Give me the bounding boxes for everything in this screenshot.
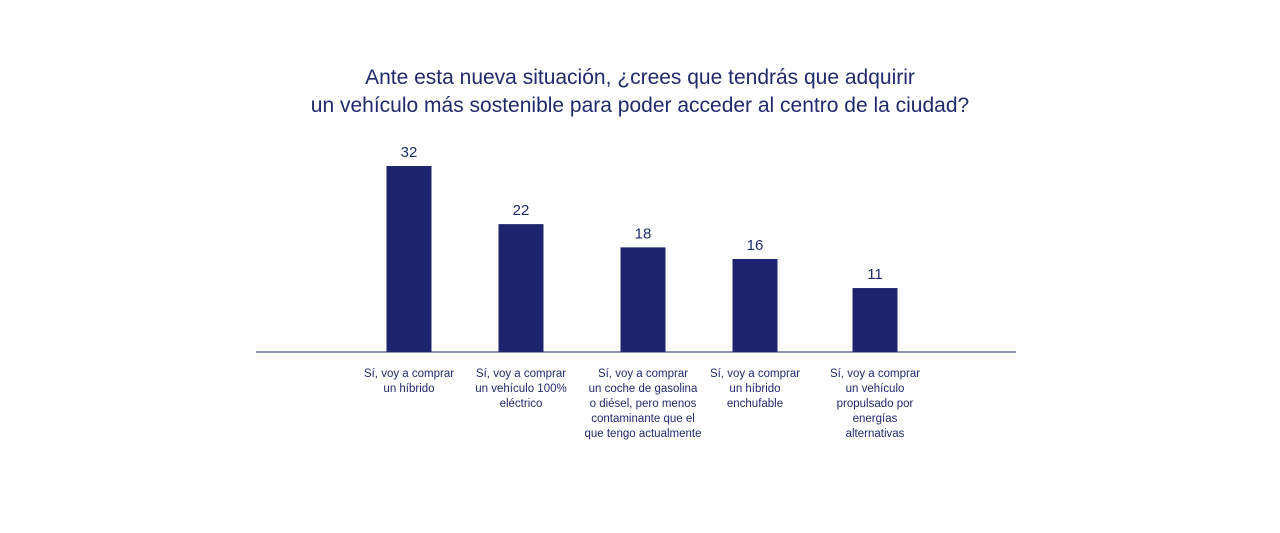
value-label-5: 11 bbox=[867, 266, 883, 283]
value-labels-group: 32 22 18 16 11 bbox=[401, 144, 883, 283]
category-label-2: Sí, voy a comprar un vehículo 100% eléct… bbox=[475, 368, 567, 410]
value-label-4: 16 bbox=[747, 237, 764, 254]
category-label-1: Sí, voy a comprar un híbrido bbox=[363, 368, 455, 395]
bar-2 bbox=[498, 224, 544, 352]
category-label-5: Sí, voy a comprar un vehículo propulsado… bbox=[829, 368, 921, 440]
chart-title-line-2: un vehículo más sostenible para poder ac… bbox=[310, 94, 970, 117]
category-label-3: Sí, voy a comprar un coche de gasolina o… bbox=[584, 368, 702, 440]
bar-4 bbox=[732, 259, 778, 352]
value-label-1: 32 bbox=[401, 144, 418, 161]
bar-1 bbox=[386, 166, 432, 352]
chart-title: Ante esta nueva situación, ¿crees que te… bbox=[0, 64, 1280, 120]
bar-5 bbox=[852, 288, 898, 352]
chart-title-line-1: Ante esta nueva situación, ¿crees que te… bbox=[365, 66, 915, 89]
category-label-4: Sí, voy a comprar un híbrido enchufable bbox=[709, 368, 801, 410]
value-label-2: 22 bbox=[513, 202, 530, 219]
value-label-3: 18 bbox=[635, 225, 652, 242]
bars-group bbox=[386, 166, 898, 352]
bar-3 bbox=[620, 247, 666, 352]
